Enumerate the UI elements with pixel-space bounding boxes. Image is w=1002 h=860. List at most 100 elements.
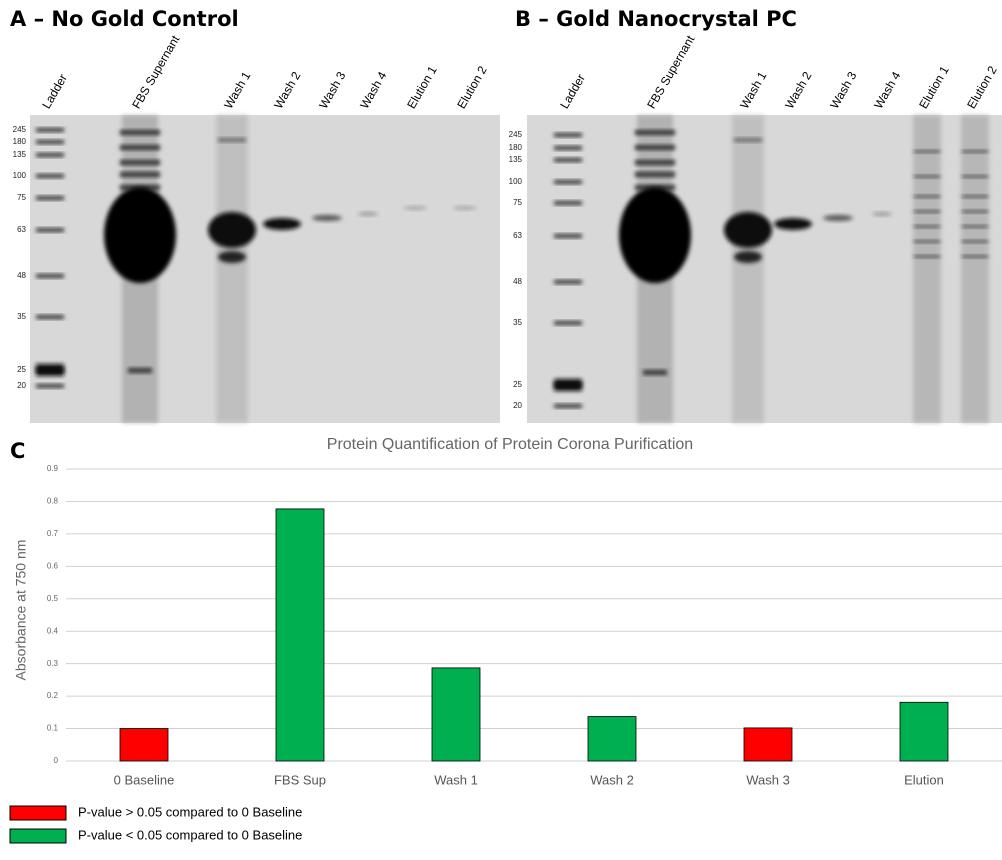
band xyxy=(914,255,940,258)
y-tick-label: 0 xyxy=(54,756,59,765)
panel-c-label: C xyxy=(10,439,25,463)
ladder-marker: 75 xyxy=(513,198,522,207)
y-axis-label: Absorbance at 750 nm xyxy=(13,540,29,681)
legend-label: P-value > 0.05 compared to 0 Baseline xyxy=(78,804,302,819)
ladder-marker: 135 xyxy=(13,150,27,159)
band xyxy=(734,138,762,142)
y-tick-label: 0.7 xyxy=(47,529,59,538)
band xyxy=(914,195,940,198)
band xyxy=(914,225,940,228)
band xyxy=(962,225,988,228)
y-tick-label: 0.8 xyxy=(47,497,59,506)
lane-smear xyxy=(216,115,248,423)
lane-smear xyxy=(913,115,941,423)
bar xyxy=(120,729,168,761)
band xyxy=(914,240,940,243)
lane-smear xyxy=(961,115,989,423)
figure: A – No Gold Control B – Gold Nanocrystal… xyxy=(0,0,1002,855)
ladder-band xyxy=(554,404,582,408)
bar xyxy=(276,509,324,761)
ladder-marker: 180 xyxy=(13,137,27,146)
band xyxy=(962,210,988,213)
band xyxy=(453,206,477,210)
band xyxy=(635,160,675,165)
panel-b-title: B – Gold Nanocrystal PC xyxy=(515,7,797,31)
x-tick-label: Wash 3 xyxy=(746,772,790,787)
ladder-band xyxy=(36,364,64,376)
band xyxy=(120,172,160,177)
y-tick-label: 0.3 xyxy=(47,659,59,668)
band xyxy=(962,195,988,198)
lane-label: Elution 2 xyxy=(964,63,1000,111)
ladder-marker: 100 xyxy=(13,171,27,180)
band xyxy=(914,150,940,153)
legend-swatch xyxy=(10,806,66,820)
ladder-band xyxy=(36,274,64,278)
x-tick-label: 0 Baseline xyxy=(114,772,175,787)
ladder-band xyxy=(36,196,64,200)
band xyxy=(914,175,940,178)
band xyxy=(619,187,691,283)
ladder-marker: 20 xyxy=(17,381,26,390)
x-tick-label: Wash 2 xyxy=(590,772,634,787)
ladder-band xyxy=(36,384,64,388)
lane-label: Wash 4 xyxy=(357,69,389,111)
lane-label: Wash 1 xyxy=(737,69,769,111)
band xyxy=(104,187,176,283)
band xyxy=(962,175,988,178)
x-tick-label: Elution xyxy=(904,772,944,787)
band xyxy=(218,138,246,142)
ladder-marker: 35 xyxy=(17,312,26,321)
ladder-marker: 245 xyxy=(13,125,27,134)
x-tick-label: FBS Sup xyxy=(274,772,326,787)
ladder-marker: 25 xyxy=(513,380,522,389)
ladder-band xyxy=(554,234,582,238)
lane-label: Wash 2 xyxy=(271,69,303,111)
panel-a-title: A – No Gold Control xyxy=(10,7,239,31)
ladder-band xyxy=(554,146,582,150)
band xyxy=(635,145,675,150)
lane-label: Elution 1 xyxy=(916,63,952,111)
lane-label: Ladder xyxy=(557,72,588,111)
ladder-marker: 180 xyxy=(509,143,523,152)
ladder-band xyxy=(554,280,582,284)
band xyxy=(128,368,152,373)
ladder-marker: 245 xyxy=(509,130,523,139)
y-tick-label: 0.4 xyxy=(47,626,59,635)
band xyxy=(962,255,988,258)
band xyxy=(312,215,342,221)
y-tick-label: 0.9 xyxy=(47,464,59,473)
lane-label: Elution 1 xyxy=(404,63,440,111)
ladder-marker: 25 xyxy=(17,365,26,374)
band xyxy=(120,130,160,135)
ladder-band xyxy=(36,153,64,157)
ladder-band xyxy=(36,128,64,132)
bar xyxy=(900,702,948,761)
band xyxy=(962,150,988,153)
ladder-band xyxy=(554,158,582,162)
ladder-band xyxy=(554,133,582,137)
band xyxy=(823,215,853,221)
lane-label: FBS Supernant xyxy=(644,32,697,111)
bar xyxy=(588,717,636,761)
lane-label: Wash 2 xyxy=(782,69,814,111)
x-tick-label: Wash 1 xyxy=(434,772,478,787)
ladder-band xyxy=(36,174,64,178)
ladder-marker: 63 xyxy=(513,231,522,240)
y-tick-label: 0.6 xyxy=(47,561,59,570)
band xyxy=(774,218,812,230)
ladder-marker: 48 xyxy=(513,277,522,286)
ladder-marker: 20 xyxy=(513,401,522,410)
band xyxy=(635,172,675,177)
ladder-band xyxy=(554,201,582,205)
band xyxy=(263,218,301,230)
lane-label: Wash 3 xyxy=(827,69,859,111)
lane-label: FBS Supernant xyxy=(129,32,182,111)
lane-label: Ladder xyxy=(39,72,70,111)
y-tick-label: 0.2 xyxy=(47,691,59,700)
y-tick-label: 0.1 xyxy=(47,724,59,733)
band xyxy=(120,145,160,150)
band xyxy=(358,212,378,216)
ladder-marker: 63 xyxy=(17,225,26,234)
ladder-band xyxy=(554,180,582,184)
